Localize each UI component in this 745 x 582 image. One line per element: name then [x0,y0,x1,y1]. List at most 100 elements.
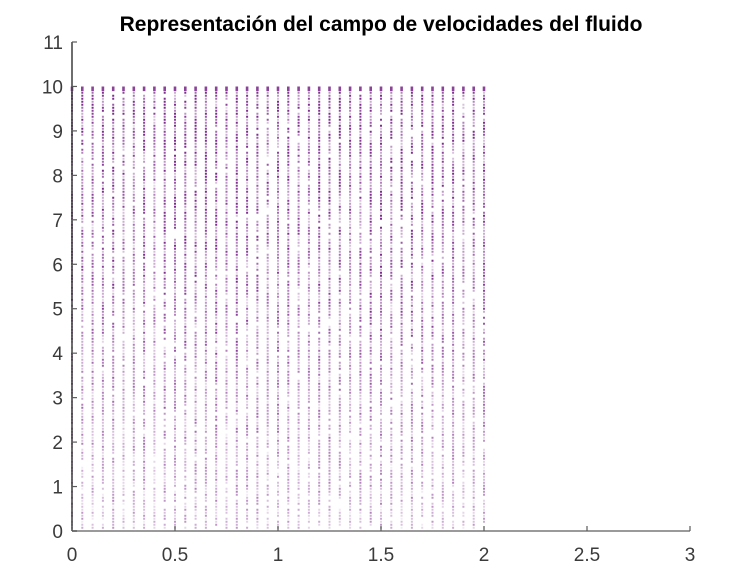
vector-dashes [483,100,485,520]
vector-dashes [277,97,279,529]
field-line [348,86,352,529]
field-line [132,86,136,529]
vector-dashes [483,103,485,490]
vector-dashes [287,91,290,250]
vector-dashes [153,91,156,250]
vector-dashes [441,100,444,370]
vector-dashes [266,154,269,514]
vector-dashes [349,157,352,523]
vector-dashes [204,91,207,250]
vector-dashes [132,124,135,520]
vector-dashes [204,148,207,529]
vector-dashes [215,91,218,250]
vector-dashes [348,86,352,211]
vector-dashes [349,109,352,394]
vector-dashes [441,133,444,523]
vector-dashes [297,151,300,487]
vector-dashes [297,86,300,235]
vector-dashes [174,100,176,460]
vector-dashes [307,100,310,523]
vector-dashes [194,148,197,529]
vector-dashes [390,91,393,457]
y-tick-label: 9 [52,122,63,143]
vector-dashes [215,124,218,502]
vector-dashes [359,148,362,484]
vector-dashes [390,199,393,400]
vector-dashes [349,112,352,484]
vector-dashes [143,328,146,514]
field-line [153,86,156,529]
vector-dashes [81,109,84,445]
field-line [194,86,197,529]
vector-dashes [400,91,403,442]
vector-dashes [287,139,290,523]
vector-dashes [483,97,485,217]
vector-dashes [420,86,424,250]
vector-dashes [318,91,321,286]
vector-dashes [483,118,485,523]
vector-dashes [410,115,413,331]
vector-dashes [163,163,166,493]
vector-dashes [338,163,341,391]
vector-dashes [472,499,475,502]
vector-dashes [441,148,444,517]
field-line [214,86,218,526]
y-tick-label: 8 [52,166,63,187]
vector-dashes [174,103,176,247]
y-tick-label: 5 [52,300,63,321]
vector-dashes [421,106,424,517]
field-line [173,86,177,529]
vector-dashes [122,97,125,328]
vector-dashes [122,106,125,529]
vector-dashes [81,86,84,271]
vector-dashes [215,319,218,523]
vector-dashes [410,97,413,499]
vector-dashes [349,91,352,487]
vector-dashes [277,199,279,514]
vector-dashes [143,151,146,529]
field-line [451,86,455,529]
vector-dashes [483,94,485,427]
vector-dashes [246,124,249,430]
field-line [441,86,445,529]
vector-dashes [225,130,228,529]
vector-dashes [225,94,228,403]
vector-dashes [452,148,455,508]
vector-dashes [390,463,393,508]
x-tick-label: 2 [479,545,490,566]
vector-dashes [421,94,424,214]
vector-dashes [91,118,94,514]
vector-dashes [235,118,238,526]
vector-dashes [153,157,156,529]
vector-dashes [256,457,259,460]
vector-dashes [153,145,156,412]
vector-dashes [204,346,207,493]
vector-dashes [163,166,166,526]
vector-dashes [287,86,290,307]
vector-dashes [462,148,465,523]
field-line [122,86,125,529]
vector-dashes [246,94,249,214]
field-line [142,86,146,529]
vector-dashes [462,130,465,457]
vector-dashes [452,136,455,484]
x-tick-label: 0.5 [162,545,188,566]
vector-dashes [184,94,187,469]
vector-dashes [380,490,382,511]
vector-dashes [112,238,115,478]
x-tick-label: 0 [67,545,78,566]
vector-dashes [235,91,238,529]
vector-dashes [153,115,156,526]
field-line [400,86,403,529]
x-tick-label: 2.5 [574,545,600,566]
vector-dashes [318,121,321,418]
vector-dashes [390,103,393,169]
vector-dashes [163,133,166,409]
field-line [235,86,239,529]
field-line [276,86,280,529]
field-line [410,86,414,529]
vector-dashes [410,121,413,529]
vector-dashes [328,91,331,511]
vector-dashes [153,130,156,343]
field-line [420,86,424,529]
